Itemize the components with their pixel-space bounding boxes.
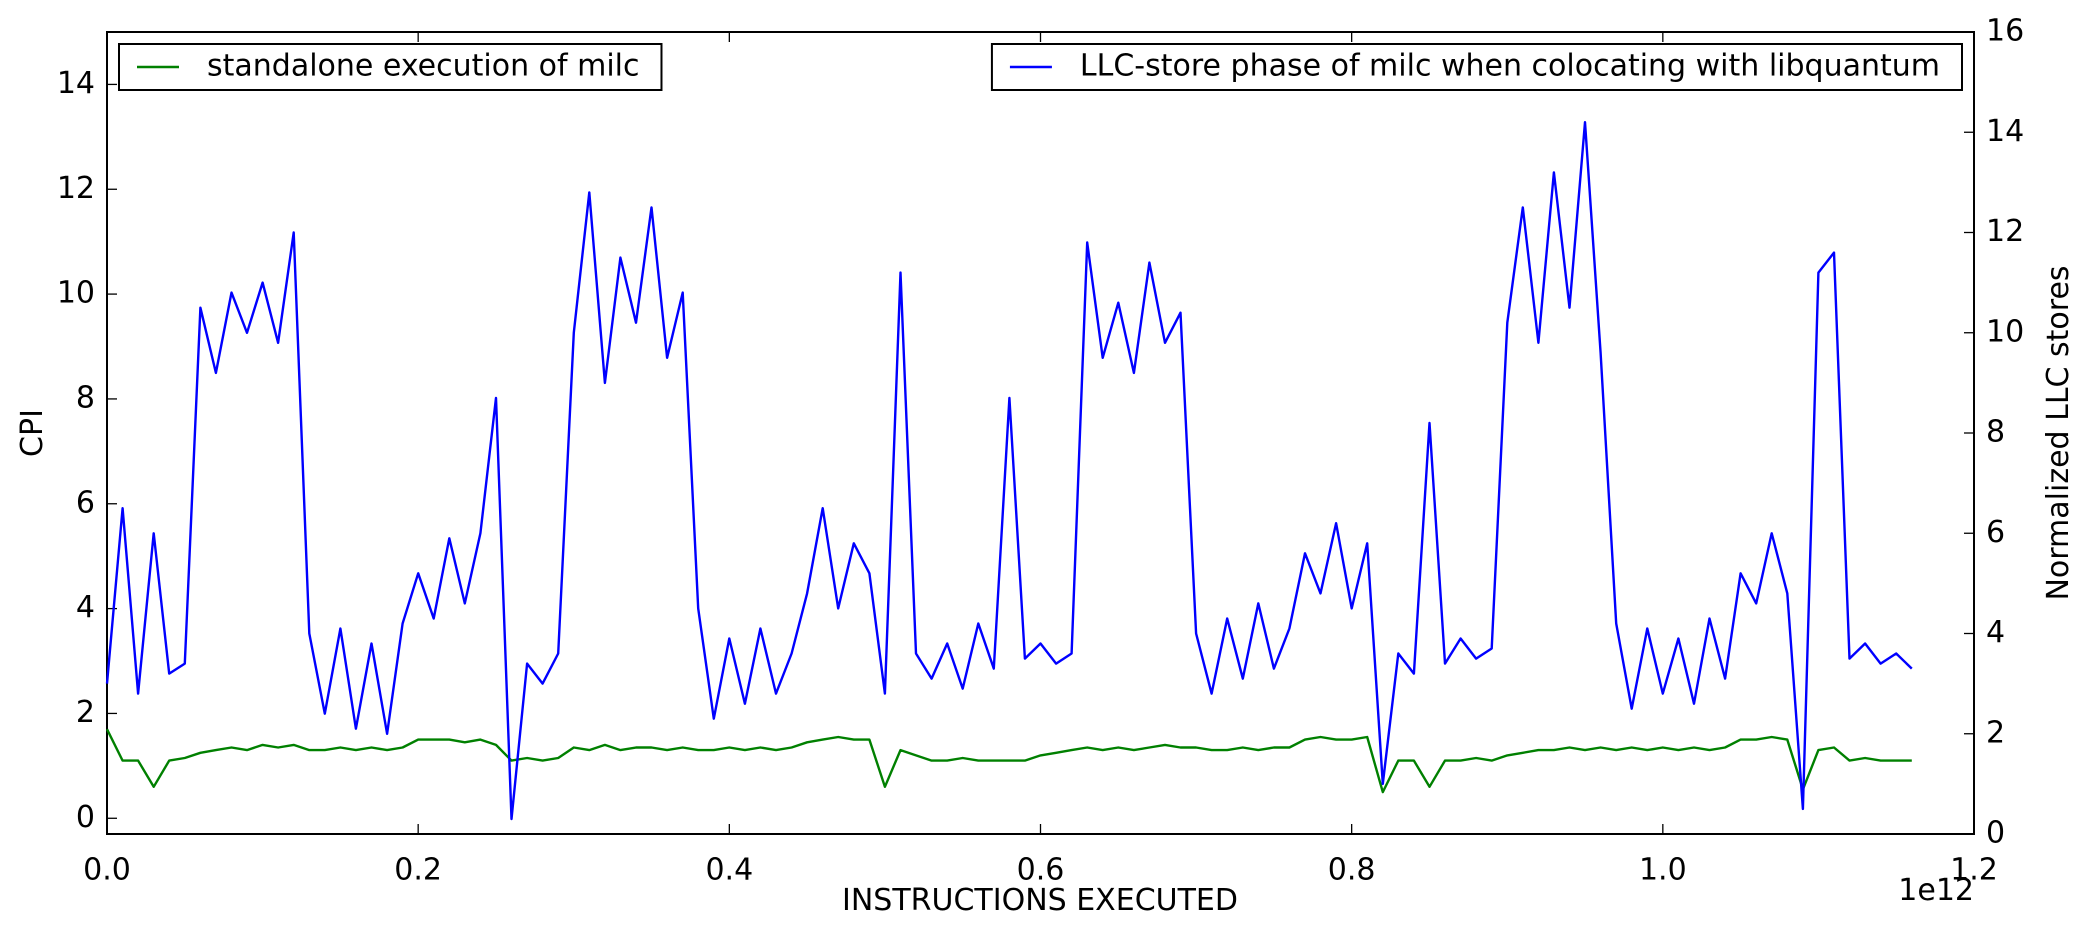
legend: standalone execution of milc [118, 43, 663, 91]
x-offset-label: 1e12 [1898, 873, 1974, 908]
x-tick-label: 0.4 [705, 853, 753, 888]
y2-tick-label: 14 [1986, 114, 2024, 149]
y2-tick-label: 10 [1986, 314, 2024, 349]
legend-box [990, 43, 1963, 91]
legend-label: LLC-store phase of milc when colocating … [1080, 49, 1940, 84]
y-tick-label: 8 [76, 380, 95, 415]
y-tick-label: 10 [57, 276, 95, 311]
data-line [105, 121, 1913, 821]
x-tick-label: 0.2 [394, 853, 442, 888]
y-tick-label: 14 [57, 66, 95, 101]
data-line [105, 728, 1912, 794]
x-tick-label: 0.6 [1017, 853, 1065, 888]
legend: LLC-store phase of milc when colocating … [990, 43, 1963, 91]
y2-tick-label: 16 [1986, 14, 2024, 49]
y2-tick-label: 12 [1986, 214, 2024, 249]
plot-frame [106, 31, 1975, 835]
y-tick-label: 4 [76, 590, 95, 625]
x-tick-label: 1.2 [1950, 853, 1998, 888]
y2-tick-label: 2 [1986, 715, 2005, 750]
x-axis-label: INSTRUCTIONS EXECUTED [842, 883, 1238, 918]
y-tick-label: 0 [76, 800, 95, 835]
y2-tick-label: 4 [1986, 615, 2005, 650]
y2-axis-label: Normalized LLC stores [2041, 265, 2075, 600]
y2-tick-label: 0 [1986, 816, 2005, 851]
y2-tick-label: 8 [1986, 415, 2005, 450]
x-tick-label: 1.0 [1639, 853, 1687, 888]
x-tick-label: 0.8 [1328, 853, 1376, 888]
y-tick-label: 6 [76, 485, 95, 520]
legend-box [118, 43, 663, 91]
y-tick-label: 12 [57, 171, 95, 206]
legend-label: standalone execution of milc [207, 49, 639, 84]
y2-tick-label: 6 [1986, 515, 2005, 550]
y-tick-label: 2 [76, 695, 95, 730]
x-tick-label: 0.0 [83, 853, 131, 888]
y-axis-label: CPI [15, 409, 50, 457]
